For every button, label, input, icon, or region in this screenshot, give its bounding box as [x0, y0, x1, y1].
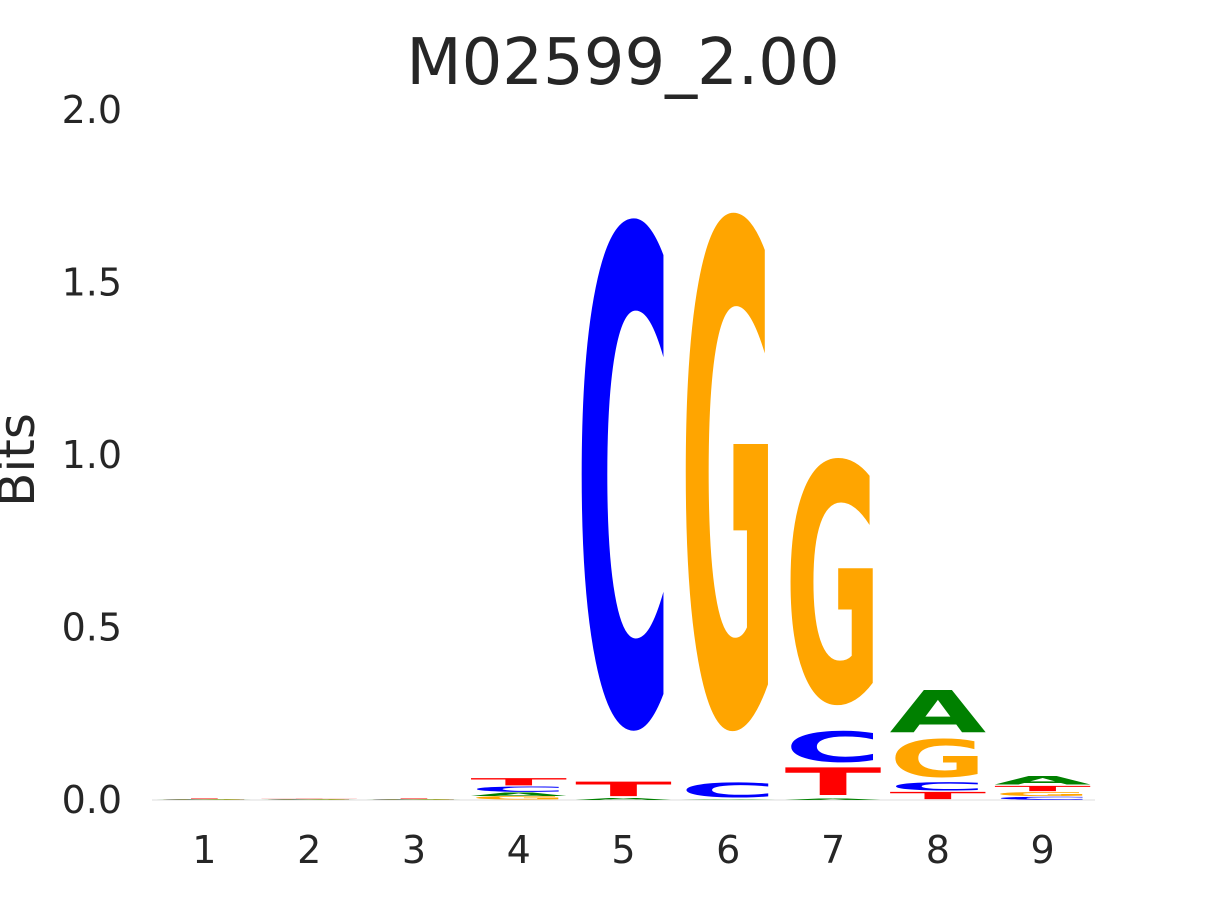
- logo-letter-G: G: [470, 796, 567, 801]
- x-tick-label: 2: [297, 828, 321, 872]
- y-axis-label: Bits: [0, 413, 46, 507]
- logo-letter-A: A: [785, 798, 882, 800]
- y-tick-label: 1.0: [62, 433, 122, 477]
- y-axis-ticks: 0.0 0.5 1.0 1.5 2.0: [62, 88, 122, 822]
- logo-letter-T: T: [785, 760, 882, 804]
- x-tick-label: 1: [192, 828, 216, 872]
- y-tick-label: 2.0: [62, 88, 122, 132]
- logo-letter-G: G: [889, 729, 986, 789]
- logo-letter-G: G: [785, 397, 882, 777]
- logo-letter-T: T: [889, 790, 986, 802]
- logo-letter-A: A: [994, 774, 1091, 787]
- logo-letter-C: C: [575, 94, 672, 882]
- logo-letter-C: C: [470, 785, 567, 793]
- x-tick-label: 4: [507, 828, 531, 872]
- logo-letter-T: T: [575, 778, 672, 801]
- logo-letter-T: T: [994, 784, 1091, 792]
- logo-letter-G: G: [680, 86, 777, 883]
- logo-letter-A: A: [680, 799, 777, 800]
- x-axis-ticks: 1 2 3 4 5 6 7 8 9: [192, 828, 1054, 872]
- logo-letter-C: C: [889, 780, 986, 793]
- x-tick-label: 5: [611, 828, 635, 872]
- x-tick-label: 3: [402, 828, 426, 872]
- x-tick-label: 6: [716, 828, 740, 872]
- y-tick-label: 1.5: [62, 261, 122, 305]
- logo-letter-A: A: [470, 792, 568, 798]
- y-tick-label: 0.5: [62, 606, 122, 650]
- x-tick-label: 7: [821, 828, 845, 872]
- x-tick-label: 9: [1031, 828, 1055, 872]
- x-tick-label: 8: [926, 828, 950, 872]
- logo-letter-C: C: [785, 723, 882, 772]
- logo-letter-A: A: [889, 678, 986, 745]
- logo-letter-T: T: [366, 798, 463, 799]
- logo-letter-A: A: [575, 798, 672, 801]
- logo-letter-T: T: [156, 798, 253, 799]
- logo-letter-C: C: [680, 779, 777, 802]
- chart-title: M02599_2.00: [406, 26, 839, 100]
- logo-letter-T: T: [470, 776, 567, 788]
- logo-letter-C: C: [994, 796, 1091, 801]
- logo-letter-G: G: [994, 791, 1091, 797]
- y-tick-label: 0.0: [62, 778, 122, 822]
